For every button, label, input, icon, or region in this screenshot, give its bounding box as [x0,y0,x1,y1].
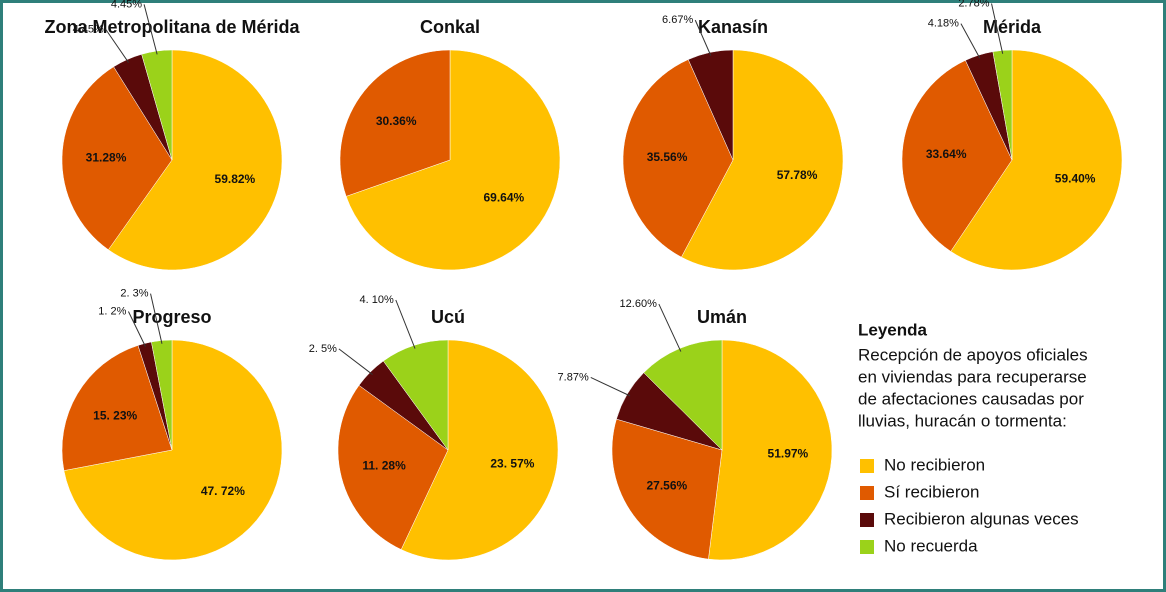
value-label: 2.78% [958,0,989,9]
pie-slice [687,49,734,161]
value-label: 31.28% [86,150,127,164]
leader-line [105,29,129,63]
pie-slice [345,49,561,271]
value-label: 69.64% [483,190,524,204]
leader-line [127,311,146,347]
value-label: 30.36% [376,114,417,128]
pie-title: Kanasín [698,17,768,37]
legend-title: Leyenda [858,320,928,339]
pie-title: Progreso [132,307,211,327]
leader-line [150,293,163,344]
legend-swatch [860,459,874,473]
pie-slice [622,59,734,258]
legend-label: Sí recibieron [884,482,979,501]
value-label: 33.64% [926,147,967,161]
value-label: 59.40% [1055,171,1096,185]
value-label: 23. 57% [490,457,534,471]
legend-swatch [860,540,874,554]
leader-line [338,348,373,375]
value-label: 51.97% [768,446,809,460]
value-label: 4.45% [111,0,142,10]
value-label: 59.82% [215,172,256,186]
value-label: 7.87% [558,371,589,383]
pie-slice [708,339,833,561]
legend-description: en viviendas para recuperarse [858,367,1087,386]
value-label: 15. 23% [93,409,137,423]
legend-label: Recibieron algunas veces [884,509,1079,528]
pie-slice [339,49,451,197]
legend-label: No recuerda [884,536,978,555]
value-label: 2. 3% [120,288,148,300]
leader-line [991,3,1004,54]
pie-slice [611,418,723,560]
pie-slice [337,384,449,550]
pie-slice [901,60,1013,252]
leader-line [143,4,158,55]
value-label: 12.60% [620,298,658,310]
leader-line [658,303,682,352]
value-label: 57.78% [777,168,818,182]
legend-label: No recibieron [884,455,985,474]
value-label: 2. 5% [309,343,337,355]
value-label: 6.67% [662,14,693,26]
pie-title: Conkal [420,17,480,37]
value-label: 11. 28% [362,459,406,473]
legend-swatch [860,513,874,527]
pie-slice [950,49,1123,271]
legend-description: Recepción de apoyos oficiales [858,345,1088,364]
pie-title: Ucú [431,307,465,327]
legend-swatch [860,486,874,500]
pie-slice [61,345,173,471]
pie-slice [108,49,283,271]
legend-description: lluvias, huracán o tormenta: [858,411,1067,430]
value-label: 47. 72% [201,484,245,498]
value-label: 1. 2% [98,305,126,317]
pie-slice [681,49,844,271]
pie-slice [61,66,173,251]
leader-line [590,377,631,397]
pie-title: Zona Metropolitana de Mérida [44,17,300,37]
pie-title: Umán [697,307,747,327]
value-label: 27.56% [646,478,687,492]
value-label: 4.45% [73,23,104,35]
pie-slice [400,339,559,561]
value-label: 4.18% [928,18,959,30]
leader-line [395,299,416,349]
pie-slice [63,339,283,561]
value-label: 35.56% [647,150,688,164]
value-label: 4. 10% [360,294,394,306]
legend-description: de afectaciones causadas por [858,389,1084,408]
leader-line [694,19,712,56]
pie-title: Mérida [983,17,1042,37]
leader-line [960,23,981,59]
